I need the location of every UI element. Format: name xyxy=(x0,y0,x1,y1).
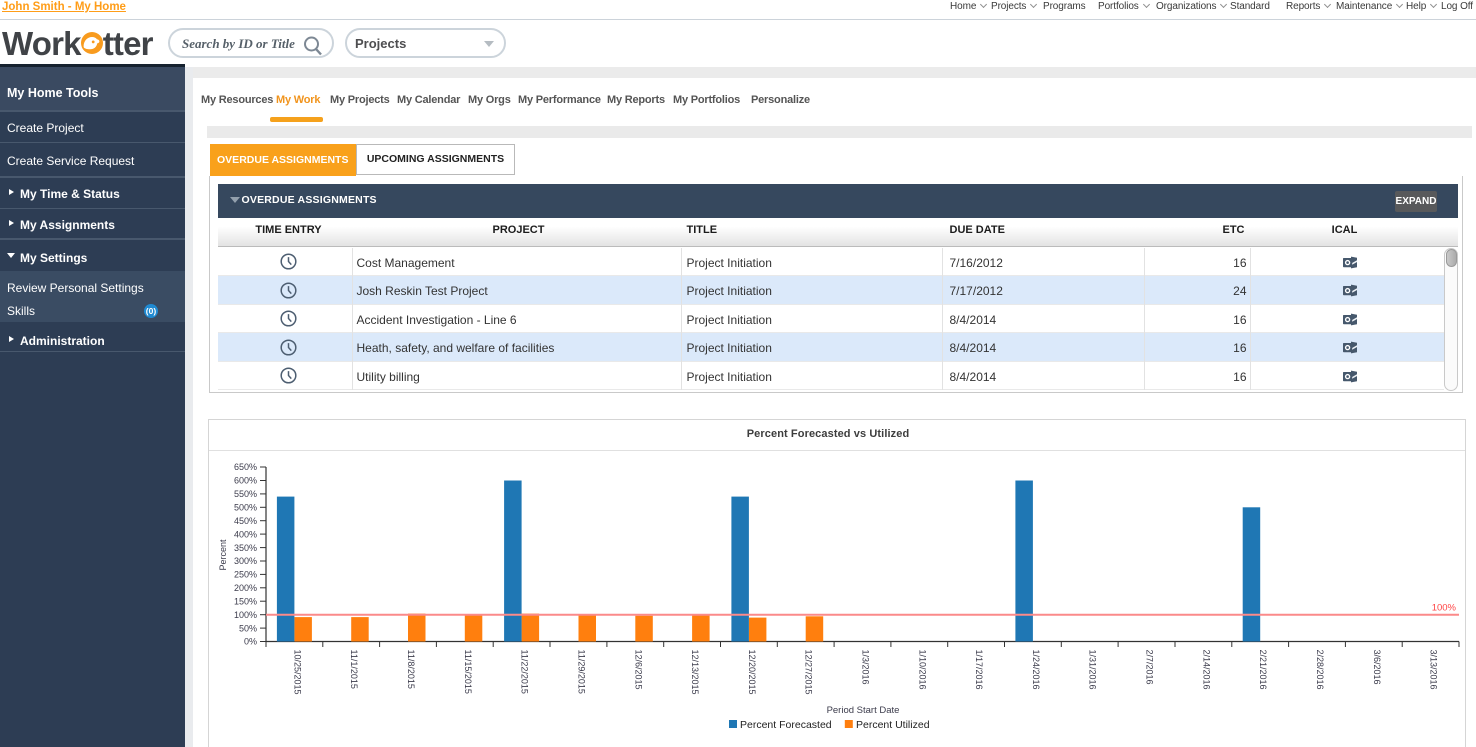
svg-text:Percent: Percent xyxy=(218,539,228,571)
svg-text:10/25/2015: 10/25/2015 xyxy=(292,650,302,695)
svg-text:200%: 200% xyxy=(234,583,257,593)
svg-text:250%: 250% xyxy=(234,570,257,580)
svg-text:11/8/2015: 11/8/2015 xyxy=(406,650,416,689)
svg-text:3/13/2016: 3/13/2016 xyxy=(1429,650,1439,690)
svg-text:150%: 150% xyxy=(234,596,257,606)
svg-text:100%: 100% xyxy=(234,610,257,620)
svg-text:1/31/2016: 1/31/2016 xyxy=(1088,650,1098,690)
svg-text:Percent Forecasted: Percent Forecasted xyxy=(740,719,832,731)
svg-text:Period Start Date: Period Start Date xyxy=(827,705,900,716)
svg-text:12/6/2015: 12/6/2015 xyxy=(633,650,643,690)
svg-text:500%: 500% xyxy=(234,503,257,513)
svg-text:11/1/2015: 11/1/2015 xyxy=(349,650,359,689)
svg-text:550%: 550% xyxy=(234,489,257,499)
svg-text:1/24/2016: 1/24/2016 xyxy=(1031,650,1041,690)
svg-text:12/13/2015: 12/13/2015 xyxy=(690,650,700,695)
svg-text:300%: 300% xyxy=(234,556,257,566)
svg-text:11/15/2015: 11/15/2015 xyxy=(463,650,473,694)
svg-text:1/3/2016: 1/3/2016 xyxy=(861,650,871,685)
svg-text:2/14/2016: 2/14/2016 xyxy=(1201,650,1211,690)
svg-text:350%: 350% xyxy=(234,543,257,553)
svg-text:2/28/2016: 2/28/2016 xyxy=(1315,650,1325,690)
svg-text:450%: 450% xyxy=(234,516,257,526)
svg-text:11/29/2015: 11/29/2015 xyxy=(577,650,587,694)
svg-text:0%: 0% xyxy=(244,637,257,647)
svg-text:3/6/2016: 3/6/2016 xyxy=(1372,650,1382,685)
svg-text:100%: 100% xyxy=(1432,603,1457,614)
svg-text:600%: 600% xyxy=(234,476,257,486)
svg-text:12/20/2015: 12/20/2015 xyxy=(747,650,757,695)
svg-text:650%: 650% xyxy=(234,462,257,472)
svg-text:400%: 400% xyxy=(234,529,257,539)
svg-text:11/22/2015: 11/22/2015 xyxy=(520,650,530,694)
svg-text:2/21/2016: 2/21/2016 xyxy=(1258,650,1268,690)
svg-text:12/27/2015: 12/27/2015 xyxy=(804,650,814,695)
svg-text:2/7/2016: 2/7/2016 xyxy=(1145,650,1155,685)
svg-text:50%: 50% xyxy=(239,623,257,633)
svg-text:1/10/2016: 1/10/2016 xyxy=(917,650,927,690)
svg-text:Percent Utilized: Percent Utilized xyxy=(856,719,930,731)
svg-text:1/17/2016: 1/17/2016 xyxy=(974,650,984,690)
